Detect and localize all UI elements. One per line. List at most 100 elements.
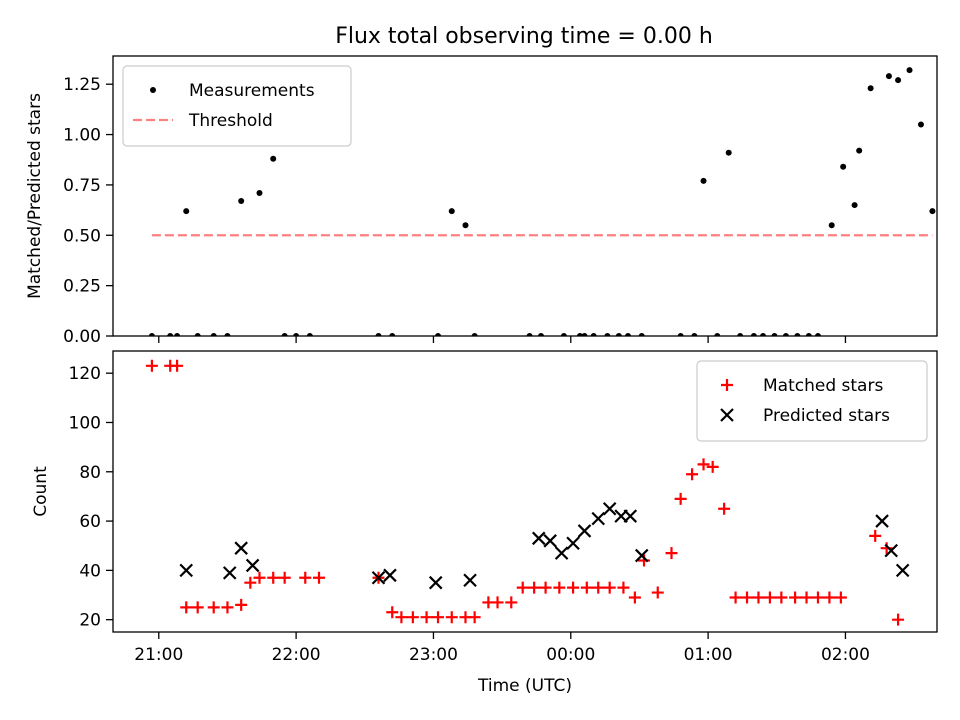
measurement-point [840,163,847,170]
matched-star-point [665,547,678,560]
y-tick-label: 0.00 [63,327,101,347]
matched-star-point [706,460,719,473]
y-tick-label: 0.25 [63,277,101,297]
matched-star-point [800,591,813,604]
matched-star-point [789,591,802,604]
measurement-point [174,333,181,336]
predicted-star-point [428,575,443,590]
matched-star-point [171,359,184,372]
predicted-star-point [543,534,557,548]
predicted-star-point [463,573,477,588]
matched-star-point [834,591,847,604]
measurement-point [581,333,588,336]
x-tick-label: 00:00 [546,645,595,665]
measurement-point [805,333,812,336]
measurement-point [375,333,382,336]
measurement-point [851,202,858,209]
legend-matched-swatch [721,379,733,391]
measurement-point [389,333,396,336]
predicted-star-point [623,509,638,523]
legend-box [122,65,352,147]
measurement-point [471,333,478,336]
matched-star-point [528,581,541,594]
measurement-point [625,333,631,336]
axes-frame [112,350,938,633]
matched-star-point [253,571,266,584]
figure-title: Flux total observing time = 0.00 h [335,24,713,49]
matched-star-point [180,601,193,614]
measurement-point [590,333,597,336]
measurement-point [828,222,835,229]
measurement-point [281,333,288,336]
y-tick-label: 120 [69,364,101,384]
measurement-point [148,333,155,336]
x-axis-label: Time (UTC) [477,676,572,696]
matched-star-point [617,581,630,594]
matched-star-point [207,601,220,614]
plot-area [148,67,947,339]
matched-star-point [432,611,445,624]
measurement-point [856,147,863,154]
measurement-point [929,208,936,215]
matched-star-point [299,571,312,584]
y-tick-label: 60 [79,512,101,532]
measurement-point [615,333,622,336]
legend: Measurements Threshold [122,65,352,147]
measurement-point [576,333,583,336]
measurement-point [867,85,874,92]
measurement-point [677,333,684,336]
legend-label: Threshold [188,111,273,131]
measurement-point [760,333,767,336]
predicted-star-point [566,536,580,551]
matched-star-point [674,492,687,505]
measurement-point [270,155,277,162]
measurement-point [725,149,732,156]
y-tick-label: 100 [69,413,101,433]
matched-star-point [516,581,529,594]
measurement-point [906,67,913,74]
measurement-point [771,333,778,336]
y-tick-label: 80 [79,463,101,483]
matched-star-point [580,581,593,594]
x-tick-label: 22:00 [272,645,321,665]
predicted-star-point [371,570,386,585]
matched-star-point [752,591,765,604]
legend-label: Predicted stars [763,406,890,426]
measurement-point [794,333,801,336]
measurement-point [941,333,947,339]
matched-star-point [267,571,280,584]
measurement-point [167,333,174,336]
predicted-star-point [383,568,397,583]
y-tick-label: 20 [79,611,101,631]
matched-star-point [869,529,882,542]
predicted-star-point [234,541,248,555]
ratio-panel: 0.00 0.25 0.50 0.75 1.00 1.25 Matched/Predicte… [25,55,947,347]
matched-star-point [491,596,504,609]
predicted-star-point [577,524,592,538]
matched-star-point [686,468,699,481]
predicted-star-point [875,514,889,528]
matched-star-point [763,591,776,604]
count-panel: 20 40 60 80 100 120 21:00 22:00 23:00 00:00 01:00 0… [31,350,938,696]
matched-star-point [718,502,731,515]
matched-star-point [406,611,419,624]
y-tick-label: 40 [79,561,101,581]
measurement-point [691,333,698,336]
matched-star-point [553,581,566,594]
measurement-point [917,121,924,128]
legend-box [696,360,928,442]
legend-measurement-swatch [150,87,156,93]
measurement-point [210,333,217,336]
measurement-point [526,333,533,336]
y-tick-label: 0.75 [63,176,101,196]
measurement-point [782,333,789,336]
measurement-point [814,333,821,336]
matched-star-point [395,611,408,624]
measurement-point [538,333,545,336]
y-axis-label: Count [31,466,51,517]
matched-star-point [592,581,605,594]
matched-star-point [697,458,710,471]
plot-area [145,359,910,626]
measurement-point [435,333,442,336]
